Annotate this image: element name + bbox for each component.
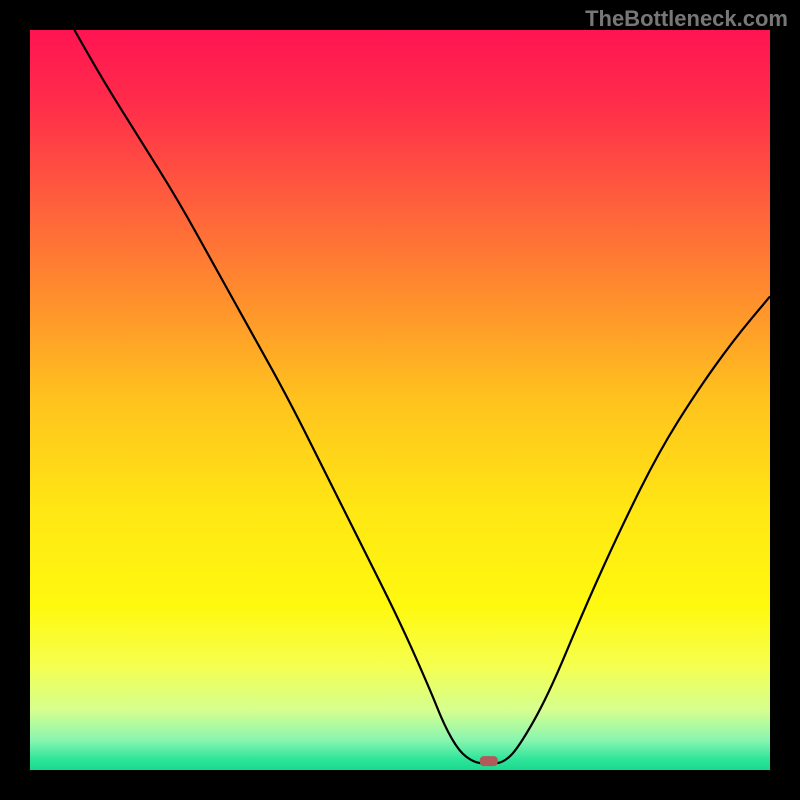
minimum-marker <box>480 756 498 766</box>
chart-svg <box>30 30 770 770</box>
chart-frame: TheBottleneck.com <box>0 0 800 800</box>
watermark-text: TheBottleneck.com <box>585 6 788 32</box>
plot-area <box>30 30 770 770</box>
